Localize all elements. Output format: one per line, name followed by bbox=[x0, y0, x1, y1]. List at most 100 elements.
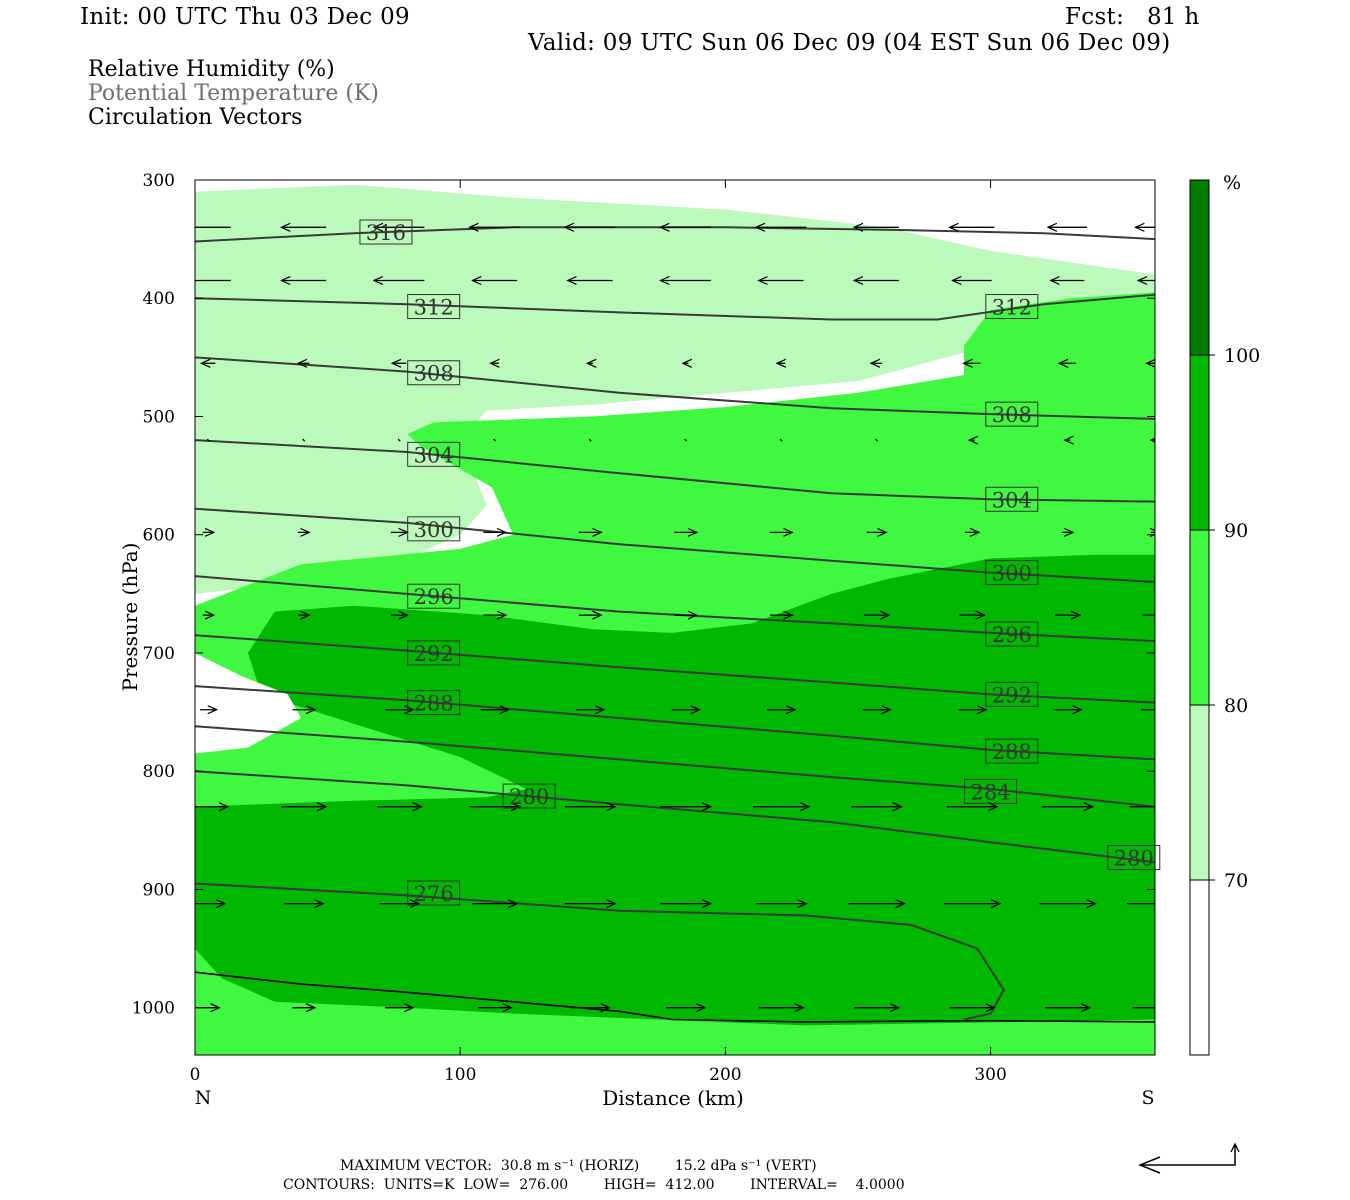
theta-label-308-south-text: 308 bbox=[992, 403, 1032, 427]
reference-vector-icon bbox=[1137, 1142, 1240, 1174]
theta-label-312-box bbox=[407, 294, 461, 320]
cross-section-chart: 316 312 308 304 300 296 292 288 284 280 276 312 308 3… bbox=[118, 171, 1260, 1110]
theta-label-296: 296 bbox=[407, 583, 461, 609]
colorbar-band bbox=[1190, 180, 1209, 355]
theta-label-288-box bbox=[407, 690, 461, 716]
theta-label-300: 300 bbox=[407, 516, 461, 542]
theta-contour-284 bbox=[195, 725, 1155, 808]
forecast-hour: Fcst: 81 h bbox=[1065, 4, 1200, 30]
theta-label-288-south: 288 bbox=[985, 738, 1039, 764]
theta-label-276-box bbox=[407, 880, 461, 906]
theta-label-280-text: 280 bbox=[509, 785, 549, 809]
rh-field-label: Relative Humidity (%) bbox=[88, 57, 335, 82]
colorbar-band bbox=[1190, 530, 1209, 705]
theta-label-292: 292 bbox=[407, 640, 461, 666]
theta-label-304-south-text: 304 bbox=[992, 488, 1032, 512]
x-axis-label: Distance (km) bbox=[602, 1086, 744, 1110]
theta-label-296-box bbox=[407, 583, 461, 609]
circulation-vector bbox=[206, 438, 210, 442]
theta-label-316: 316 bbox=[359, 219, 413, 245]
theta-contour-304 bbox=[195, 439, 1155, 503]
footer-max-vector: MAXIMUM VECTOR: 30.8 m s⁻¹ (HORIZ) 15.2 … bbox=[340, 1158, 817, 1174]
theta-label-308: 308 bbox=[407, 360, 461, 386]
theta-label-300-south-box bbox=[985, 560, 1039, 586]
theta-label-308-box bbox=[407, 360, 461, 386]
theta-label-276-text: 276 bbox=[414, 882, 454, 906]
theta-field-label: Potential Temperature (K) bbox=[88, 81, 379, 106]
theta-label-280: 280 bbox=[502, 783, 556, 809]
x-tick-label: 300 bbox=[974, 1065, 1006, 1085]
theta-contour-308 bbox=[195, 356, 1155, 420]
theta-contour-316 bbox=[195, 226, 1155, 243]
theta-contour-300 bbox=[195, 507, 1155, 583]
theta-label-300-text: 300 bbox=[414, 518, 454, 542]
colorbar-band bbox=[1190, 880, 1209, 1055]
theta-label-284-text: 284 bbox=[971, 780, 1011, 804]
x-end-label-south: S bbox=[1141, 1087, 1154, 1109]
y-tick-label: 400 bbox=[143, 289, 175, 309]
theta-contour-292 bbox=[195, 634, 1155, 704]
theta-label-312-south-text: 312 bbox=[992, 296, 1032, 320]
theta-label-280-south-box bbox=[1107, 845, 1161, 871]
theta-label-280-south-text: 280 bbox=[1114, 847, 1154, 871]
theta-label-292-box bbox=[407, 640, 461, 666]
circulation-vector bbox=[493, 438, 497, 442]
theta-label-304: 304 bbox=[407, 441, 461, 467]
theta-contour-280 bbox=[195, 770, 1155, 864]
theta-label-308-text: 308 bbox=[414, 362, 454, 386]
theta-label-304-south: 304 bbox=[985, 486, 1039, 512]
circulation-vector bbox=[397, 438, 401, 442]
valid-time: Valid: 09 UTC Sun 06 Dec 09 (04 EST Sun … bbox=[528, 30, 1171, 56]
theta-label-296-south: 296 bbox=[985, 621, 1039, 647]
y-tick-label: 700 bbox=[143, 644, 175, 664]
terrain-line bbox=[195, 971, 1155, 1023]
circulation-vector bbox=[302, 438, 306, 442]
theta-label-284-box bbox=[964, 778, 1018, 804]
y-tick-label: 1000 bbox=[132, 999, 175, 1019]
theta-label-316-box bbox=[359, 219, 413, 245]
rh-region-90-100 bbox=[195, 554, 1155, 1026]
theta-label-288-south-box bbox=[985, 738, 1039, 764]
colorbar-band bbox=[1190, 705, 1209, 880]
theta-label-300-box bbox=[407, 516, 461, 542]
colorbar-level-label: 70 bbox=[1224, 870, 1248, 892]
circulation-vector bbox=[684, 438, 688, 442]
y-axis-label: Pressure (hPa) bbox=[118, 543, 142, 692]
y-tick-label: 600 bbox=[143, 526, 175, 546]
theta-label-312-text: 312 bbox=[414, 296, 454, 320]
theta-label-296-south-text: 296 bbox=[992, 623, 1032, 647]
theta-label-296-text: 296 bbox=[414, 585, 454, 609]
colorbar-unit: % bbox=[1223, 172, 1241, 194]
init-time: Init: 00 UTC Thu 03 Dec 09 bbox=[80, 4, 410, 30]
theta-label-316-text: 316 bbox=[366, 221, 406, 245]
circulation-vector bbox=[875, 438, 879, 442]
theta-label-304-text: 304 bbox=[414, 443, 454, 467]
theta-label-308-south: 308 bbox=[985, 401, 1039, 427]
theta-label-312-south-box bbox=[985, 294, 1039, 320]
x-end-label-north: N bbox=[195, 1087, 212, 1109]
theta-label-308-south-box bbox=[985, 401, 1039, 427]
theta-label-312: 312 bbox=[407, 294, 461, 320]
theta-label-296-south-box bbox=[985, 621, 1039, 647]
theta-label-288-south-text: 288 bbox=[992, 740, 1032, 764]
theta-label-292-south: 292 bbox=[985, 681, 1039, 707]
vector-field-label: Circulation Vectors bbox=[88, 105, 303, 130]
y-tick-label: 900 bbox=[143, 880, 175, 900]
theta-label-304-box bbox=[407, 441, 461, 467]
theta-label-300-south: 300 bbox=[985, 560, 1039, 586]
colorbar-level-label: 90 bbox=[1224, 520, 1248, 542]
theta-contour-296 bbox=[195, 575, 1155, 643]
theta-label-292-south-box bbox=[985, 681, 1039, 707]
x-tick-label: 100 bbox=[444, 1065, 476, 1085]
theta-label-288-text: 288 bbox=[414, 692, 454, 716]
theta-label-288: 288 bbox=[407, 690, 461, 716]
theta-label-312-south: 312 bbox=[985, 294, 1039, 320]
circulation-vector bbox=[779, 438, 783, 442]
theta-label-292-south-text: 292 bbox=[992, 683, 1032, 707]
theta-label-304-south-box bbox=[985, 486, 1039, 512]
footer-contours: CONTOURS: UNITS=K LOW= 276.00 HIGH= 412.… bbox=[283, 1177, 905, 1193]
colorbar-frame bbox=[1189, 179, 1210, 1056]
plot-frame bbox=[194, 179, 1156, 1056]
colorbar-level-label: 100 bbox=[1224, 345, 1260, 367]
theta-label-280-south: 280 bbox=[1107, 845, 1161, 871]
